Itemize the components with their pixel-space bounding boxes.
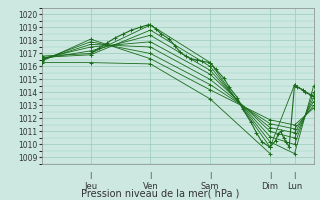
Text: Lun: Lun — [287, 182, 302, 191]
Text: Sam: Sam — [201, 182, 220, 191]
Text: |: | — [209, 172, 212, 179]
Text: |: | — [293, 172, 296, 179]
Text: |: | — [149, 172, 152, 179]
Text: Pression niveau de la mer( hPa ): Pression niveau de la mer( hPa ) — [81, 188, 239, 198]
Text: Ven: Ven — [142, 182, 158, 191]
Text: Dim: Dim — [261, 182, 279, 191]
Text: Jeu: Jeu — [84, 182, 97, 191]
Text: |: | — [89, 172, 92, 179]
Text: |: | — [269, 172, 271, 179]
